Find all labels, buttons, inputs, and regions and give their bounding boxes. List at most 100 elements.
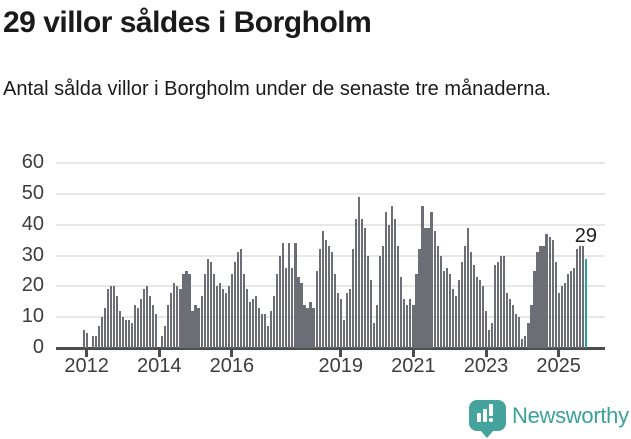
mini-bar-icon xyxy=(477,413,481,422)
bar xyxy=(506,292,509,348)
bar xyxy=(152,304,155,348)
bar xyxy=(285,267,288,348)
bar xyxy=(164,326,167,348)
x-axis-tick-label: 2016 xyxy=(209,355,255,377)
bar xyxy=(248,301,252,348)
bar xyxy=(412,304,415,348)
bar xyxy=(242,274,246,348)
bar xyxy=(155,314,158,348)
x-axis-tick-2014 xyxy=(157,350,161,357)
bar xyxy=(357,196,361,348)
bar xyxy=(448,274,451,348)
bar xyxy=(309,301,312,348)
bar xyxy=(212,274,215,348)
bar xyxy=(572,267,575,348)
bar xyxy=(100,317,103,348)
bar xyxy=(215,286,218,348)
bar xyxy=(194,304,197,348)
bar xyxy=(536,252,539,348)
bar xyxy=(515,314,518,348)
bar xyxy=(454,295,457,348)
bar xyxy=(273,295,276,348)
x-axis-tick-label: 2019 xyxy=(318,355,364,377)
bar xyxy=(167,304,170,348)
bar xyxy=(182,274,185,348)
bar xyxy=(258,307,261,348)
bar xyxy=(403,298,406,348)
gridline-y50 xyxy=(56,192,605,195)
current-value-label: 29 xyxy=(574,224,598,247)
bar xyxy=(472,264,476,348)
bar xyxy=(475,277,479,348)
bar xyxy=(445,267,448,348)
bar xyxy=(575,249,578,348)
bar xyxy=(291,267,294,348)
bar xyxy=(218,283,221,348)
exclamation-dot-icon xyxy=(489,418,493,422)
bar xyxy=(439,255,442,348)
bar xyxy=(557,292,560,348)
bar xyxy=(503,255,506,348)
bar xyxy=(109,286,112,348)
bar xyxy=(578,246,581,348)
bar xyxy=(312,307,315,348)
bar xyxy=(551,240,554,348)
bar xyxy=(143,289,146,348)
bar xyxy=(146,286,149,348)
bar xyxy=(336,292,339,348)
bar xyxy=(294,243,297,348)
bar xyxy=(97,326,100,348)
bar xyxy=(463,246,466,348)
bar xyxy=(427,227,430,348)
bar xyxy=(94,335,97,348)
bar xyxy=(406,304,409,348)
bar xyxy=(236,252,239,348)
bar xyxy=(300,283,303,348)
bar xyxy=(376,304,379,348)
bar xyxy=(433,230,436,348)
bar xyxy=(360,218,364,348)
bar xyxy=(318,249,321,348)
bar xyxy=(324,240,327,348)
bar xyxy=(267,326,270,348)
bar xyxy=(415,274,418,348)
bar xyxy=(227,286,230,348)
bar xyxy=(548,237,551,348)
bar xyxy=(221,289,224,348)
bar xyxy=(348,289,351,348)
bar xyxy=(430,212,433,348)
y-axis-tick-label: 10 xyxy=(21,305,44,328)
bar xyxy=(563,283,566,348)
bar xyxy=(82,329,85,348)
bar xyxy=(121,317,125,348)
y-axis-tick-label: 30 xyxy=(21,243,44,266)
bar xyxy=(161,335,164,348)
bar xyxy=(333,274,336,348)
bar xyxy=(518,317,521,348)
bar xyxy=(85,332,88,348)
bar xyxy=(170,292,173,348)
bar xyxy=(321,230,324,348)
bar xyxy=(457,280,460,348)
bar xyxy=(542,246,545,348)
bar xyxy=(306,307,309,348)
bar xyxy=(394,218,397,348)
bar xyxy=(197,307,200,348)
bar xyxy=(345,292,348,348)
bar xyxy=(203,274,206,348)
bar xyxy=(400,277,403,348)
bar xyxy=(206,258,209,348)
bar xyxy=(436,246,439,348)
bar xyxy=(303,304,306,348)
speech-bubble-tail xyxy=(480,430,494,438)
bar xyxy=(239,249,243,348)
bar xyxy=(388,224,391,348)
x-axis-tick-2012 xyxy=(85,350,89,357)
bar xyxy=(261,314,264,348)
bar xyxy=(554,261,557,348)
bar xyxy=(185,270,188,348)
bar xyxy=(103,307,106,348)
bar xyxy=(288,243,291,348)
bar xyxy=(233,261,236,348)
bar xyxy=(424,227,427,348)
